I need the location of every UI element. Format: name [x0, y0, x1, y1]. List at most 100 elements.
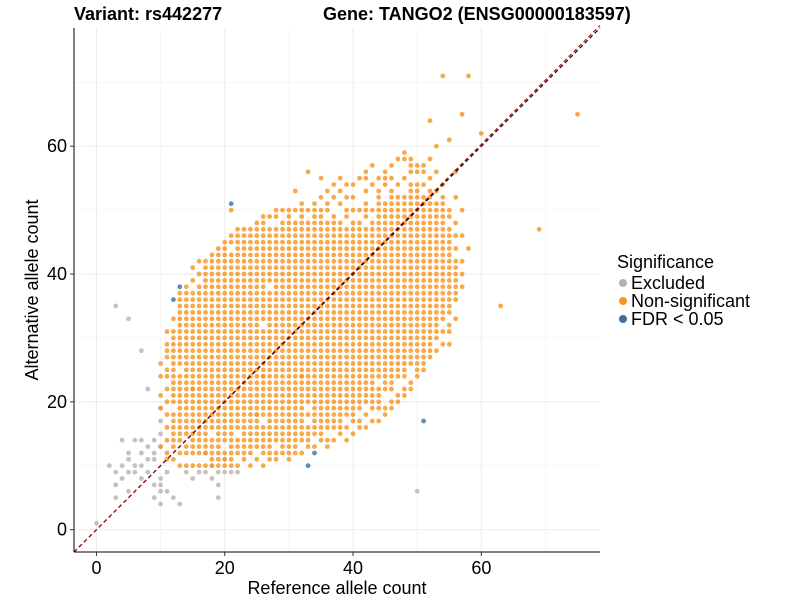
point-non-significant: [273, 226, 279, 232]
point-non-significant: [331, 399, 337, 405]
point-non-significant: [440, 284, 446, 290]
point-non-significant: [286, 265, 292, 270]
point-non-significant: [408, 348, 414, 354]
point-non-significant: [402, 271, 407, 277]
point-non-significant: [402, 316, 407, 322]
point-non-significant: [312, 284, 317, 290]
point-non-significant: [171, 354, 176, 360]
point-non-significant: [318, 431, 324, 437]
point-excluded: [158, 476, 164, 481]
point-non-significant: [318, 278, 324, 283]
point-non-significant: [414, 182, 420, 188]
point-non-significant: [318, 297, 324, 302]
point-non-significant: [292, 399, 298, 405]
point-non-significant: [183, 393, 189, 398]
point-non-significant: [209, 316, 215, 322]
point-non-significant: [299, 341, 305, 347]
point-non-significant: [215, 399, 221, 405]
point-non-significant: [350, 194, 356, 200]
point-non-significant: [228, 348, 234, 354]
point-non-significant: [376, 348, 382, 354]
point-non-significant: [402, 303, 407, 309]
point-non-significant: [228, 373, 234, 379]
point-non-significant: [286, 290, 292, 296]
point-non-significant: [254, 239, 260, 245]
point-non-significant: [280, 450, 285, 456]
point-non-significant: [299, 361, 305, 366]
point-non-significant: [331, 361, 337, 366]
point-non-significant: [299, 246, 305, 251]
point-non-significant: [267, 348, 272, 354]
point-non-significant: [331, 367, 337, 373]
point-non-significant: [254, 341, 260, 347]
point-non-significant: [363, 188, 369, 194]
point-non-significant: [344, 412, 349, 417]
point-non-significant: [350, 354, 356, 360]
point-non-significant: [402, 297, 407, 302]
point-non-significant: [292, 271, 298, 277]
point-non-significant: [350, 386, 356, 392]
point-non-significant: [434, 290, 439, 296]
point-non-significant: [357, 284, 362, 290]
point-non-significant: [280, 354, 285, 360]
point-non-significant: [337, 226, 343, 232]
point-non-significant: [434, 278, 439, 283]
point-non-significant: [228, 233, 234, 239]
point-non-significant: [325, 367, 330, 373]
point-non-significant: [305, 169, 311, 175]
point-non-significant: [421, 322, 426, 328]
point-excluded: [164, 469, 170, 475]
point-excluded: [139, 450, 144, 456]
point-non-significant: [402, 278, 407, 283]
point-non-significant: [196, 412, 202, 417]
point-non-significant: [414, 310, 420, 315]
point-non-significant: [254, 252, 260, 258]
point-non-significant: [235, 463, 241, 469]
point-non-significant: [228, 310, 234, 315]
point-non-significant: [408, 258, 414, 264]
point-non-significant: [260, 425, 266, 430]
point-non-significant: [427, 354, 433, 360]
point-non-significant: [325, 226, 330, 232]
point-non-significant: [158, 373, 164, 379]
point-non-significant: [389, 220, 394, 226]
point-non-significant: [215, 278, 221, 283]
point-non-significant: [440, 214, 446, 219]
point-non-significant: [228, 361, 234, 366]
point-non-significant: [382, 405, 388, 411]
point-excluded: [158, 431, 164, 437]
point-non-significant: [286, 425, 292, 430]
point-non-significant: [292, 341, 298, 347]
point-non-significant: [177, 386, 183, 392]
point-non-significant: [357, 175, 362, 181]
point-non-significant: [350, 233, 356, 239]
point-non-significant: [241, 290, 247, 296]
point-non-significant: [357, 310, 362, 315]
point-excluded: [132, 469, 138, 475]
point-non-significant: [446, 239, 452, 245]
point-non-significant: [337, 175, 343, 181]
point-non-significant: [286, 393, 292, 398]
point-non-significant: [171, 456, 176, 462]
point-non-significant: [260, 220, 266, 226]
point-non-significant: [402, 335, 407, 341]
point-excluded: [158, 482, 164, 488]
point-non-significant: [421, 258, 426, 264]
point-non-significant: [363, 341, 369, 347]
point-non-significant: [434, 233, 439, 239]
point-non-significant: [331, 335, 337, 341]
point-non-significant: [440, 310, 446, 315]
point-non-significant: [203, 329, 208, 334]
point-non-significant: [286, 341, 292, 347]
point-non-significant: [331, 425, 337, 430]
point-non-significant: [305, 322, 311, 328]
point-non-significant: [260, 258, 266, 264]
point-excluded: [183, 469, 189, 475]
point-non-significant: [177, 354, 183, 360]
point-non-significant: [408, 361, 414, 366]
point-non-significant: [440, 341, 446, 347]
point-fdr-0-05: [305, 463, 311, 469]
point-non-significant: [235, 393, 241, 398]
point-non-significant: [273, 431, 279, 437]
point-non-significant: [280, 226, 285, 232]
